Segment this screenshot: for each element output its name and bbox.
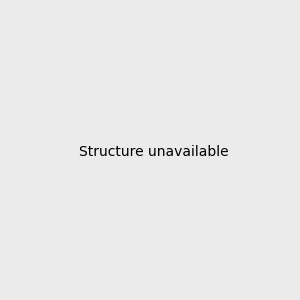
Text: Structure unavailable: Structure unavailable — [79, 145, 229, 158]
